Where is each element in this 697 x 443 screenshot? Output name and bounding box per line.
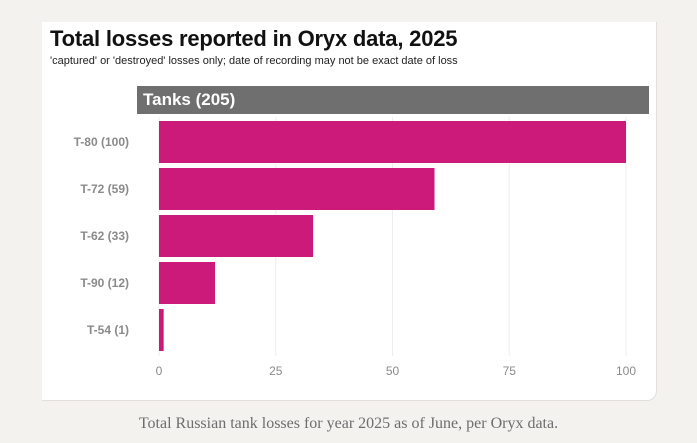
bar [159, 309, 164, 351]
category-label: T-72 (59) [80, 182, 129, 196]
chart-subtitle: 'captured' or 'destroyed' losses only; d… [50, 55, 458, 67]
panel-header: Tanks (205) [137, 86, 649, 114]
chart-title: Total losses reported in Oryx data, 2025 [50, 26, 458, 51]
category-label: T-54 (1) [87, 323, 129, 337]
x-tick-label: 50 [386, 364, 400, 378]
category-label: T-80 (100) [74, 135, 129, 149]
figure-caption: Total Russian tank losses for year 2025 … [138, 415, 559, 432]
category-label: T-90 (12) [80, 276, 129, 290]
bar-chart: 0 25 50 75 100 T-80 (100) T-72 (59) T-62 (33) T-… [74, 117, 636, 378]
x-tick-label: 0 [156, 364, 163, 378]
bar [159, 262, 216, 304]
bar [159, 215, 314, 257]
x-tick-label: 100 [616, 364, 636, 378]
bar [159, 168, 435, 210]
category-label: T-62 (33) [80, 229, 129, 243]
x-tick-label: 75 [503, 364, 517, 378]
x-tick-label: 25 [269, 364, 283, 378]
chart-card: Total losses reported in Oryx data, 2025… [42, 22, 657, 401]
bar [159, 121, 626, 163]
